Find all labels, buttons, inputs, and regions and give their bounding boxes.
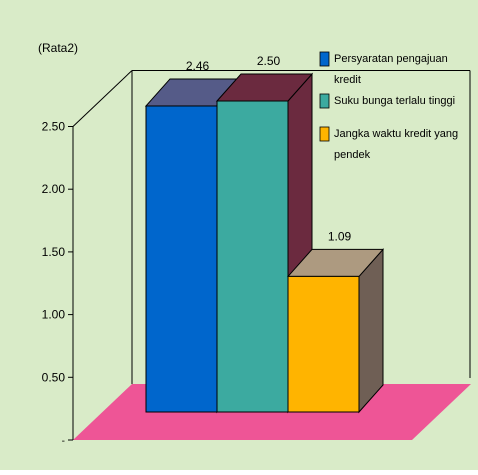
y-tick-label: 0.50 [42,370,66,384]
legend-label: kredit [334,74,361,86]
bar-front-face [216,100,289,413]
bar-front-face [287,275,360,413]
frame-top-left-depth [72,70,133,127]
y-axis: - 0.50 1.00 1.50 2.00 2.50 [42,120,73,447]
legend-label: Persyaratan pengajuan [334,53,448,65]
legend-label: pendek [334,149,371,161]
y-axis-label: (Rata2) [38,41,78,55]
bar-front-face [145,105,218,413]
value-label: 2.46 [186,59,210,73]
value-labels: 2.46 2.50 1.09 [186,54,352,243]
legend-label: Suku bunga terlalu tinggi [334,95,455,107]
value-label: 2.50 [257,54,281,68]
y-tick-label: - [62,436,65,447]
chart-frame [72,70,471,440]
legend-item: Suku bunga terlalu tinggi [319,93,455,109]
bar [215,72,314,414]
legend-swatch [319,93,330,109]
value-label: 1.09 [328,229,352,243]
legend-swatch [319,51,330,67]
bar-side-face [358,248,384,414]
y-tick-label: 1.50 [42,245,66,259]
legend-label: Jangka waktu kredit yang [334,128,458,140]
y-tick-label: 1.00 [42,308,66,322]
legend-item: Jangka waktu kredit yang pendek [319,126,458,161]
y-tick-label: 2.50 [42,120,66,134]
bars [144,72,385,414]
legend-item: Persyaratan pengajuan kredit [319,51,448,86]
legend: Persyaratan pengajuan kredit Suku bunga te… [319,51,458,161]
legend-swatch [319,126,330,142]
bar [286,248,385,414]
y-tick-label: 2.00 [42,182,66,196]
